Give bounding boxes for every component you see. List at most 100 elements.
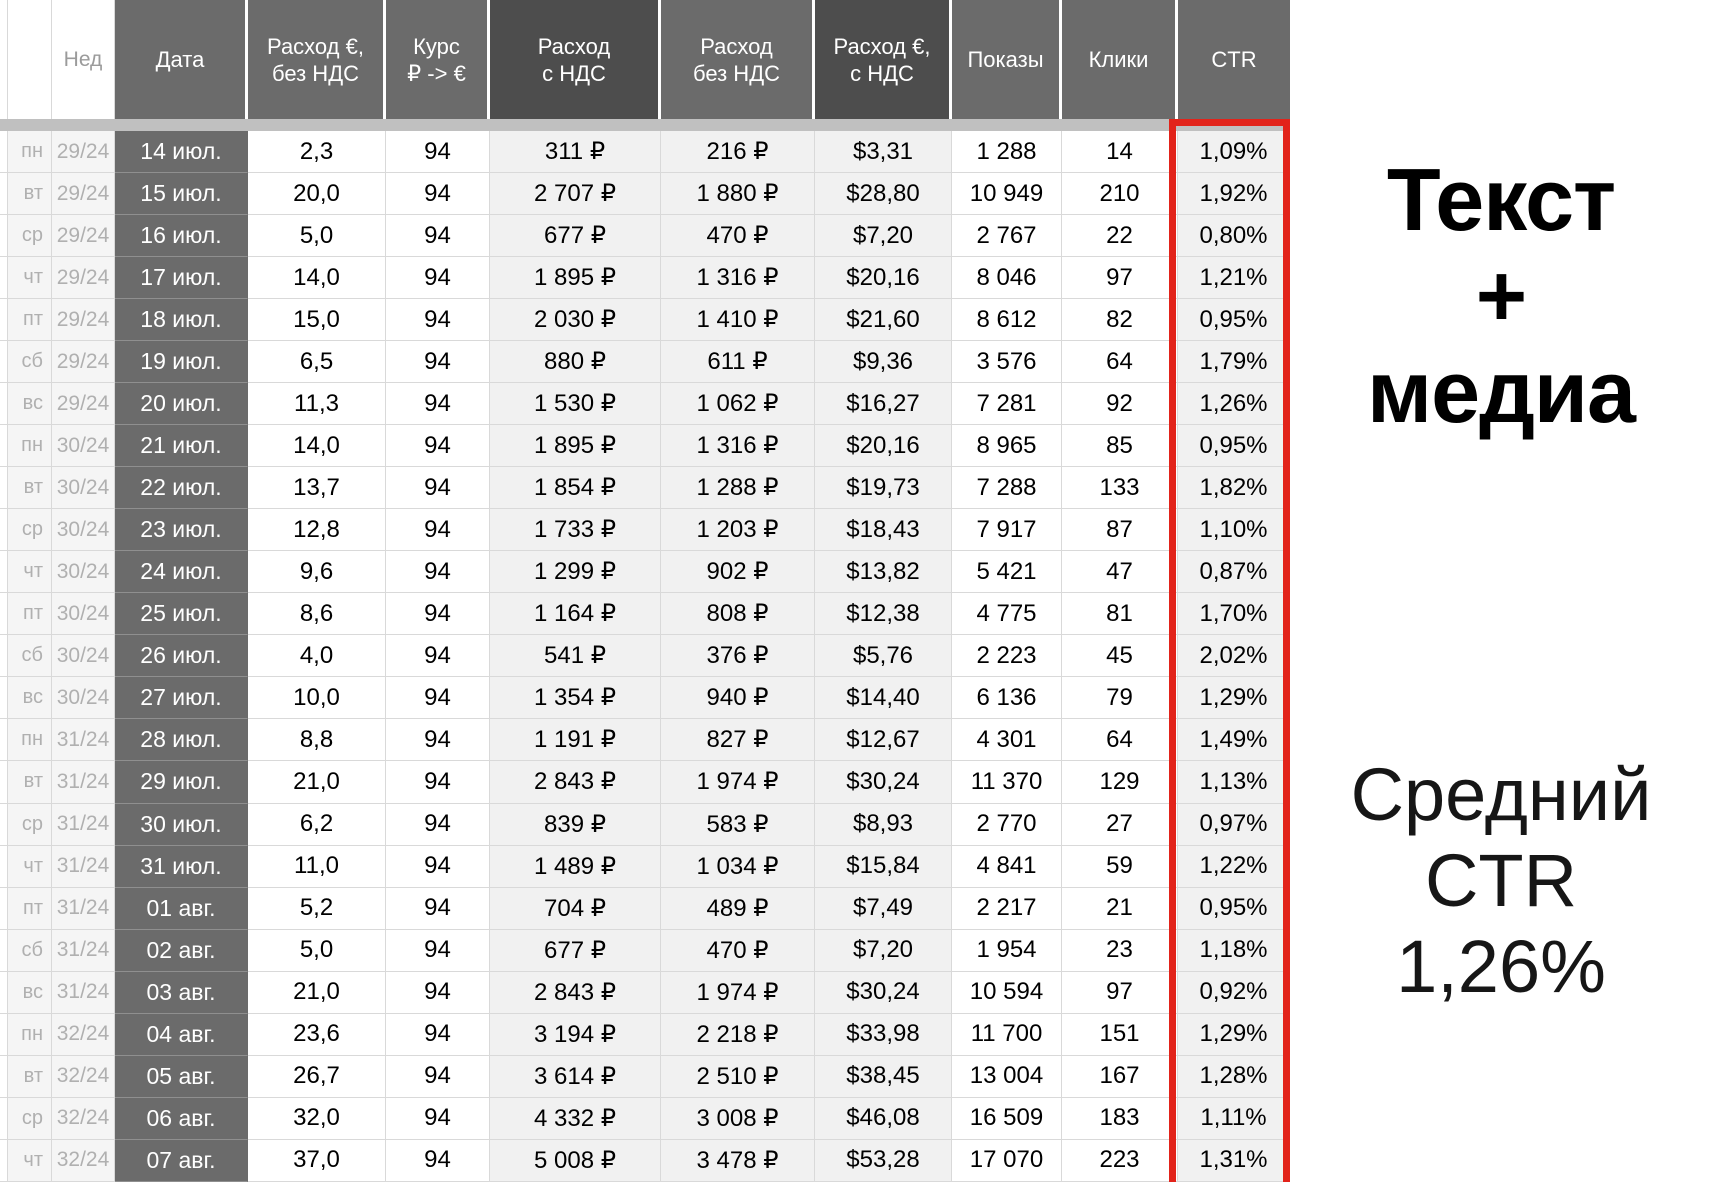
- cell-date[interactable]: 20 июл.: [115, 383, 248, 426]
- header-ctr[interactable]: CTR: [1178, 0, 1290, 119]
- cell-day-of-week[interactable]: чт: [8, 1139, 52, 1182]
- cell-clicks[interactable]: 223: [1062, 1139, 1178, 1182]
- cell-week[interactable]: 29/24: [52, 173, 115, 216]
- cell-exchange-rate[interactable]: 94: [386, 299, 490, 342]
- cell-spend-rub-no-vat[interactable]: 1 034 ₽: [661, 845, 815, 888]
- cell-impressions[interactable]: 1 954: [952, 929, 1062, 972]
- cell-spend-eur-no-vat[interactable]: 21,0: [248, 761, 386, 804]
- cell-week[interactable]: 29/24: [52, 257, 115, 300]
- cell-date[interactable]: 01 авг.: [115, 887, 248, 930]
- cell-impressions[interactable]: 2 217: [952, 887, 1062, 930]
- cell-spend-usd-vat[interactable]: $7,20: [815, 215, 952, 258]
- cell-spend-eur-no-vat[interactable]: 5,0: [248, 215, 386, 258]
- cell-spend-rub-no-vat[interactable]: 1 316 ₽: [661, 257, 815, 300]
- cell-impressions[interactable]: 16 509: [952, 1097, 1062, 1140]
- cell-impressions[interactable]: 8 612: [952, 299, 1062, 342]
- cell-spend-rub-no-vat[interactable]: 1 062 ₽: [661, 383, 815, 426]
- cell-week[interactable]: 31/24: [52, 971, 115, 1014]
- cell-spend-eur-no-vat[interactable]: 6,2: [248, 803, 386, 846]
- cell-impressions[interactable]: 4 301: [952, 719, 1062, 762]
- cell-spend-eur-no-vat[interactable]: 11,3: [248, 383, 386, 426]
- cell-ctr[interactable]: 1,79%: [1178, 341, 1290, 384]
- cell-day-of-week[interactable]: ср: [8, 1097, 52, 1140]
- cell-impressions[interactable]: 4 775: [952, 593, 1062, 636]
- cell-impressions[interactable]: 2 223: [952, 635, 1062, 678]
- cell-spend-rub-vat[interactable]: 1 489 ₽: [490, 845, 661, 888]
- header-spend-eur-no-vat[interactable]: Расход €, без НДС: [248, 0, 386, 119]
- cell-spend-rub-no-vat[interactable]: 1 974 ₽: [661, 761, 815, 804]
- cell-clicks[interactable]: 23: [1062, 929, 1178, 972]
- cell-week[interactable]: 31/24: [52, 929, 115, 972]
- cell-spend-rub-no-vat[interactable]: 376 ₽: [661, 635, 815, 678]
- cell-spend-rub-vat[interactable]: 1 733 ₽: [490, 509, 661, 552]
- cell-impressions[interactable]: 4 841: [952, 845, 1062, 888]
- cell-clicks[interactable]: 64: [1062, 341, 1178, 384]
- cell-spend-eur-no-vat[interactable]: 11,0: [248, 845, 386, 888]
- cell-ctr[interactable]: 1,13%: [1178, 761, 1290, 804]
- cell-spend-rub-vat[interactable]: 1 354 ₽: [490, 677, 661, 720]
- cell-day-of-week[interactable]: вт: [8, 467, 52, 510]
- cell-exchange-rate[interactable]: 94: [386, 929, 490, 972]
- cell-spend-usd-vat[interactable]: $15,84: [815, 845, 952, 888]
- cell-date[interactable]: 03 авг.: [115, 971, 248, 1014]
- cell-clicks[interactable]: 81: [1062, 593, 1178, 636]
- cell-spend-rub-vat[interactable]: 1 530 ₽: [490, 383, 661, 426]
- cell-impressions[interactable]: 10 594: [952, 971, 1062, 1014]
- cell-impressions[interactable]: 2 767: [952, 215, 1062, 258]
- cell-ctr[interactable]: 0,80%: [1178, 215, 1290, 258]
- cell-spend-rub-vat[interactable]: 677 ₽: [490, 929, 661, 972]
- header-week[interactable]: Нед: [52, 0, 115, 119]
- cell-date[interactable]: 15 июл.: [115, 173, 248, 216]
- cell-spend-rub-no-vat[interactable]: 3 478 ₽: [661, 1139, 815, 1182]
- cell-date[interactable]: 07 авг.: [115, 1139, 248, 1182]
- cell-spend-rub-no-vat[interactable]: 2 218 ₽: [661, 1013, 815, 1056]
- cell-impressions[interactable]: 7 281: [952, 383, 1062, 426]
- cell-exchange-rate[interactable]: 94: [386, 1097, 490, 1140]
- cell-week[interactable]: 32/24: [52, 1139, 115, 1182]
- cell-spend-rub-no-vat[interactable]: 611 ₽: [661, 341, 815, 384]
- cell-exchange-rate[interactable]: 94: [386, 383, 490, 426]
- cell-clicks[interactable]: 97: [1062, 257, 1178, 300]
- cell-spend-eur-no-vat[interactable]: 14,0: [248, 425, 386, 468]
- cell-date[interactable]: 27 июл.: [115, 677, 248, 720]
- cell-date[interactable]: 31 июл.: [115, 845, 248, 888]
- cell-spend-eur-no-vat[interactable]: 37,0: [248, 1139, 386, 1182]
- cell-day-of-week[interactable]: пт: [8, 593, 52, 636]
- cell-week[interactable]: 30/24: [52, 551, 115, 594]
- cell-spend-rub-no-vat[interactable]: 489 ₽: [661, 887, 815, 930]
- cell-spend-rub-vat[interactable]: 880 ₽: [490, 341, 661, 384]
- cell-clicks[interactable]: 21: [1062, 887, 1178, 930]
- cell-date[interactable]: 02 авг.: [115, 929, 248, 972]
- cell-spend-eur-no-vat[interactable]: 15,0: [248, 299, 386, 342]
- cell-spend-rub-vat[interactable]: 2 843 ₽: [490, 761, 661, 804]
- cell-week[interactable]: 31/24: [52, 803, 115, 846]
- cell-spend-eur-no-vat[interactable]: 10,0: [248, 677, 386, 720]
- cell-spend-rub-vat[interactable]: 2 843 ₽: [490, 971, 661, 1014]
- cell-spend-rub-vat[interactable]: 1 895 ₽: [490, 257, 661, 300]
- cell-day-of-week[interactable]: вс: [8, 677, 52, 720]
- cell-clicks[interactable]: 27: [1062, 803, 1178, 846]
- cell-exchange-rate[interactable]: 94: [386, 509, 490, 552]
- cell-clicks[interactable]: 82: [1062, 299, 1178, 342]
- cell-date[interactable]: 23 июл.: [115, 509, 248, 552]
- cell-spend-usd-vat[interactable]: $14,40: [815, 677, 952, 720]
- cell-day-of-week[interactable]: пт: [8, 299, 52, 342]
- cell-week[interactable]: 30/24: [52, 425, 115, 468]
- cell-exchange-rate[interactable]: 94: [386, 257, 490, 300]
- cell-spend-rub-no-vat[interactable]: 1 974 ₽: [661, 971, 815, 1014]
- cell-ctr[interactable]: 1,22%: [1178, 845, 1290, 888]
- header-day-of-week[interactable]: [8, 0, 52, 119]
- cell-spend-usd-vat[interactable]: $28,80: [815, 173, 952, 216]
- cell-exchange-rate[interactable]: 94: [386, 215, 490, 258]
- cell-spend-rub-no-vat[interactable]: 808 ₽: [661, 593, 815, 636]
- cell-spend-eur-no-vat[interactable]: 32,0: [248, 1097, 386, 1140]
- cell-spend-eur-no-vat[interactable]: 26,7: [248, 1055, 386, 1098]
- cell-week[interactable]: 31/24: [52, 719, 115, 762]
- cell-clicks[interactable]: 167: [1062, 1055, 1178, 1098]
- cell-exchange-rate[interactable]: 94: [386, 635, 490, 678]
- cell-spend-usd-vat[interactable]: $12,38: [815, 593, 952, 636]
- cell-spend-rub-no-vat[interactable]: 827 ₽: [661, 719, 815, 762]
- cell-clicks[interactable]: 14: [1062, 131, 1178, 174]
- cell-exchange-rate[interactable]: 94: [386, 1139, 490, 1182]
- cell-date[interactable]: 14 июл.: [115, 131, 248, 174]
